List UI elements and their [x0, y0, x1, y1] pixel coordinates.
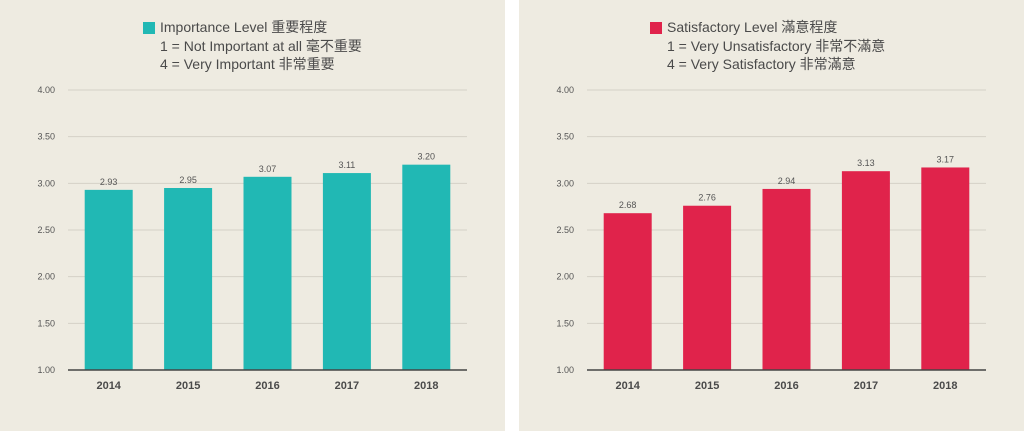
- bar: [243, 176, 292, 370]
- x-category-label: 2016: [255, 380, 279, 392]
- data-label: 3.17: [937, 154, 955, 164]
- legend-scale-min: 1 = Very Unsatisfactory 非常不滿意: [667, 38, 886, 54]
- satisfaction-chart-panel: Satisfactory Level 滿意程度 1 = Very Unsatis…: [519, 0, 1024, 431]
- y-tick-label: 1.00: [556, 365, 574, 375]
- bar: [921, 167, 970, 370]
- data-label: 2.76: [698, 193, 716, 203]
- x-category-label: 2014: [615, 380, 640, 392]
- legend-entry: Importance Level 重要程度: [143, 18, 327, 37]
- x-category-label: 2018: [933, 380, 957, 392]
- data-label: 2.93: [100, 177, 118, 187]
- y-tick-label: 3.50: [37, 132, 55, 142]
- y-tick-label: 2.00: [556, 272, 574, 282]
- y-tick-label: 1.50: [37, 318, 55, 328]
- x-category-label: 2017: [335, 380, 359, 392]
- data-label: 3.13: [857, 158, 875, 168]
- data-label: 3.11: [338, 160, 355, 170]
- data-label: 3.20: [418, 152, 436, 162]
- x-category-label: 2015: [176, 380, 200, 392]
- data-label: 2.95: [179, 175, 197, 185]
- satisfaction-bar-chart: 1.00 1.50 2.00 2.50 3.00 3.50 4.00 2.68 2014 2.76…: [556, 85, 986, 392]
- legend-scale-max: 4 = Very Satisfactory 非常滿意: [667, 56, 856, 72]
- x-category-label: 2016: [774, 380, 798, 392]
- legend-series-name: Satisfactory Level 滿意程度: [667, 19, 838, 35]
- legend-scale-max: 4 = Very Important 非常重要: [160, 56, 335, 72]
- x-category-label: 2017: [854, 380, 878, 392]
- y-tick-label: 3.00: [37, 178, 55, 188]
- bar: [683, 205, 732, 370]
- importance-bar-chart: 1.00 1.50 2.00 2.50 3.00 3.50 4.00 2.93 2014 2.95…: [37, 85, 467, 392]
- bar: [164, 188, 213, 370]
- data-label: 2.68: [619, 200, 637, 210]
- legend-swatch: [650, 21, 662, 34]
- y-tick-label: 2.50: [37, 225, 55, 235]
- bar: [322, 173, 371, 370]
- importance-chart-panel: Importance Level 重要程度 1 = Not Important …: [0, 0, 505, 431]
- data-label: 2.94: [778, 176, 796, 186]
- bar: [603, 213, 652, 370]
- y-tick-label: 1.00: [37, 365, 55, 375]
- y-tick-label: 3.50: [556, 132, 574, 142]
- legend-series-name: Importance Level 重要程度: [160, 19, 328, 35]
- data-label: 3.07: [259, 164, 277, 174]
- bar: [402, 164, 451, 370]
- x-category-label: 2014: [96, 380, 121, 392]
- y-tick-label: 1.50: [556, 318, 574, 328]
- x-category-label: 2018: [414, 380, 438, 392]
- y-tick-label: 3.00: [556, 178, 574, 188]
- legend-scale-min: 1 = Not Important at all 毫不重要: [160, 38, 362, 54]
- y-tick-label: 4.00: [556, 85, 574, 95]
- legend-entry: Satisfactory Level 滿意程度: [650, 18, 837, 37]
- bar: [84, 189, 133, 370]
- bar: [841, 171, 890, 370]
- y-tick-label: 2.00: [37, 272, 55, 282]
- y-tick-label: 4.00: [37, 85, 55, 95]
- x-category-label: 2015: [695, 380, 719, 392]
- y-tick-label: 2.50: [556, 225, 574, 235]
- legend-swatch: [143, 21, 155, 34]
- bar: [762, 188, 811, 370]
